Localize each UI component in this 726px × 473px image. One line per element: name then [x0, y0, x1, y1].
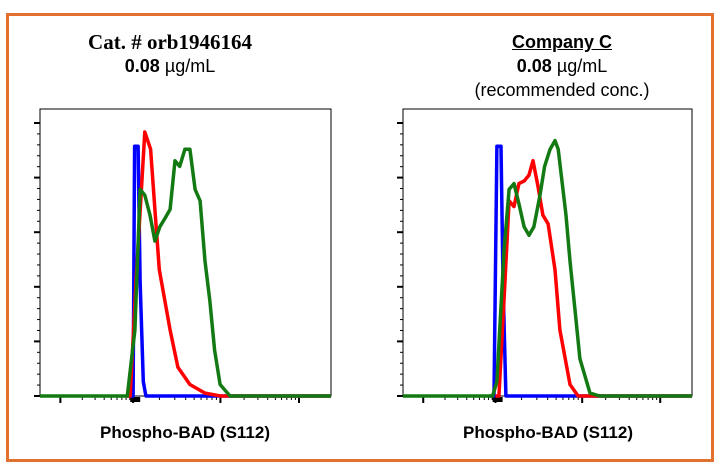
- red-histogram-line: [127, 130, 331, 398]
- green-histogram-line: [40, 147, 331, 398]
- plot-2: [397, 108, 693, 403]
- catalog-number: Cat. # orb1946164: [88, 30, 252, 54]
- x-axis-label-right: Phospho-BAD (S112): [462, 423, 634, 442]
- recommended-note: (recommended conc.): [474, 80, 650, 100]
- plot-1: [34, 108, 332, 403]
- concentration: 0.08 µg/mL: [124, 56, 216, 76]
- green-histogram-line: [403, 138, 692, 398]
- right-panel-title: Company C 0.08 µg/mL (recommended conc.): [432, 30, 692, 102]
- left-panel-title: Cat. # orb1946164 0.08 µg/mL: [40, 30, 300, 78]
- x-axis-label-left: Phospho-BAD (S112): [99, 423, 271, 442]
- company-name: Company C: [511, 32, 612, 52]
- zero-marker: [492, 397, 503, 402]
- concentration: 0.08 µg/mL: [516, 56, 608, 76]
- zero-marker: [130, 397, 141, 402]
- figure-border: [6, 13, 714, 462]
- red-histogram-line: [495, 158, 692, 398]
